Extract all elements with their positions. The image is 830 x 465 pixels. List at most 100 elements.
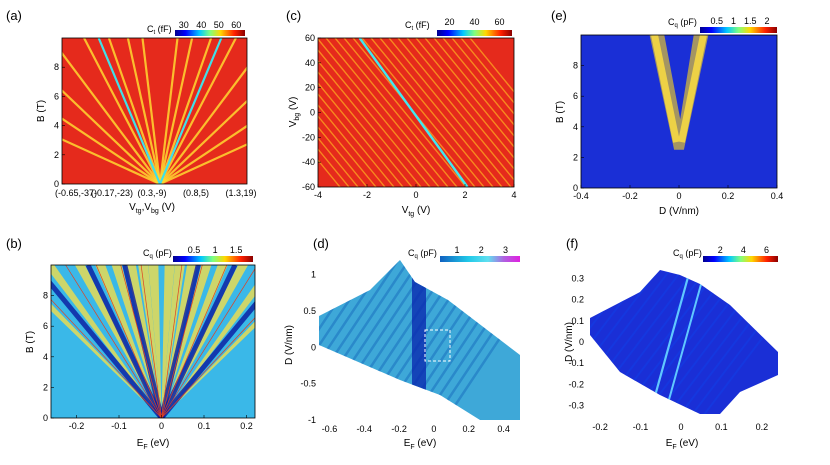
- panel-c-fringe: [318, 104, 386, 187]
- panel-d-ytick-label: 0.5: [303, 306, 316, 316]
- svg-text:Cq (pF): Cq (pF): [673, 248, 702, 260]
- panel-c-fringe: [460, 38, 514, 104]
- panel-c-fringe: [451, 38, 514, 115]
- panel-f-ytick-label: 0.2: [571, 295, 584, 305]
- panel-d-fringe: [319, 260, 400, 420]
- panel-f-xtick-label: 0: [678, 422, 683, 432]
- panel-b-guide-line: [161, 265, 183, 418]
- panel-e-colorbar-tick: 2: [764, 16, 769, 26]
- panel-e-colorbar: Cq (pF) 0.5 1 1.5 2: [668, 16, 777, 33]
- panel-c-colorbar-tick: 40: [469, 17, 479, 27]
- panel-d-fringe: [319, 260, 411, 420]
- panel-e-ytick-label: 0: [573, 183, 578, 193]
- panel-a-ytick-label: 4: [54, 121, 59, 131]
- panel-f-fringe: [590, 270, 665, 414]
- panel-a-xtick-label: (-0.65,-37): [55, 188, 97, 198]
- panel-b-fringe: [161, 265, 212, 418]
- panel-e-v-shape: [649, 35, 709, 150]
- panel-c-ytick-label: -40: [302, 157, 315, 167]
- panel-c-fringe: [318, 60, 422, 187]
- panel-e-colorbar-tick: 0.5: [710, 16, 723, 26]
- panel-b-guide-line: [161, 317, 255, 418]
- panel-b-ytick-label: 6: [43, 321, 48, 331]
- panel-f-xtick-label: 0.1: [715, 422, 728, 432]
- panel-a-xtick-label: (-0.17,-23): [91, 188, 133, 198]
- panel-c-fringe: [318, 93, 395, 187]
- panel-a-fringe: [158, 38, 213, 184]
- panel-d-ytick-label: -0.5: [300, 379, 316, 389]
- panel-a-fringe: [62, 117, 161, 184]
- panel-c-fringe: [325, 38, 449, 187]
- panel-d-colorbar-tick: 2: [479, 245, 484, 255]
- panel-d-label: (d): [313, 236, 329, 251]
- panel-a-label: (a): [6, 8, 22, 23]
- panel-d-ytick-label: -1: [308, 415, 316, 425]
- panel-a-xtick-label: (0.8,5): [183, 188, 209, 198]
- panel-d-xtick-label: 0.2: [463, 424, 476, 434]
- panel-c-xtick-label: 4: [511, 190, 516, 200]
- panel-c-fringe: [318, 159, 341, 187]
- panel-b-fringe: [161, 284, 255, 418]
- panel-b-guide-line: [65, 265, 162, 418]
- panel-d-ticks: 1 0.5 0 -0.5 -1 -0.6 -0.4 -0.2 0 0.2 0.4: [300, 270, 509, 434]
- panel-c-fringes: [318, 38, 514, 187]
- panel-b-fringes: [51, 265, 255, 418]
- panel-b-fringe: [161, 265, 185, 418]
- panel-e-ylabel: B (T): [555, 101, 566, 123]
- panel-e-ytick-label: 2: [573, 152, 578, 162]
- panel-d-xlabel: EF (eV): [404, 438, 437, 451]
- panel-b-fringe: [148, 265, 162, 418]
- panel-c-colorbar-tick: 60: [494, 17, 504, 27]
- panel-f-xtick-label: -0.1: [633, 422, 649, 432]
- panel-d-zoom-box: [424, 329, 451, 362]
- panel-c-xlabel: Vtg (V): [402, 205, 431, 218]
- panel-c-fringe: [343, 38, 467, 187]
- panel-b-ytick-label: 0: [43, 413, 48, 423]
- svg-text:Cq (pF): Cq (pF): [143, 248, 172, 260]
- panel-b-colorbar-tick: 0.5: [188, 245, 201, 255]
- panel-a: (a) 0 2 4 6 8 (-0.65,-37)(-0.17,-23) (0.3,-9) (…: [6, 8, 257, 215]
- panel-a-colorbar: Ct (fF) 30 40 50 60: [147, 20, 245, 36]
- panel-c-ytick-label: 0: [310, 108, 315, 118]
- panel-a-colorbar-tick: 30: [179, 20, 189, 30]
- panel-a-ticks: 0 2 4 6 8 (-0.65,-37)(-0.17,-23) (0.3,-9) (0.8,…: [54, 62, 257, 198]
- panel-c-fringe: [370, 38, 494, 187]
- panel-b-xtick-label: 0.2: [240, 421, 253, 431]
- panel-b-dark-band: [159, 265, 238, 418]
- panel-b-guide-line: [95, 265, 162, 418]
- panel-b-fringe: [51, 303, 162, 418]
- panel-c-fringe: [318, 137, 359, 187]
- panel-f-fringe: [664, 270, 706, 414]
- panel-b-guide-line: [161, 265, 228, 418]
- panel-a-colorbar-tick: 60: [231, 20, 241, 30]
- panel-e-colorbar-tick: 1: [731, 16, 736, 26]
- panel-d-xtick-label: -0.6: [322, 424, 338, 434]
- panel-b-guide-line: [161, 268, 255, 418]
- panel-a-fringe: [97, 38, 162, 184]
- panel-b-fringe: [51, 265, 162, 418]
- panel-b-ticks: 0 2 4 6 8 -0.2 -0.1 0 0.1 0.2: [43, 291, 253, 431]
- panel-b-colorbar-tick: 1: [213, 245, 218, 255]
- panel-b-fringe: [161, 265, 249, 418]
- panel-b-dark-band: [159, 265, 201, 418]
- panel-b-guide-line: [140, 265, 162, 418]
- panel-c-colorbar: Ct (fF) 20 40 60: [405, 17, 512, 36]
- panel-c-fringe: [334, 38, 458, 187]
- panel-f-label: (f): [566, 236, 578, 251]
- panel-f-xtick-label: -0.2: [592, 422, 608, 432]
- panel-b-dark-band: [122, 265, 164, 418]
- panel-e-xtick-label: 0.2: [722, 191, 735, 201]
- panel-b-frame: [50, 264, 256, 419]
- panel-b-ytick-label: 4: [43, 352, 48, 362]
- panel-a-fringe: [62, 51, 161, 184]
- panel-a-colorbar-tick: 50: [214, 20, 224, 30]
- panel-c-ytick-label: 20: [305, 83, 315, 93]
- panel-a-ytick-label: 0: [54, 179, 59, 189]
- panel-b-xtick-label: 0: [159, 421, 164, 431]
- panel-c-fringe: [379, 38, 503, 187]
- panel-f-ticks: 0.3 0.2 0.1 0 -0.1 -0.2 -0.3 -0.2 -0.1 0 0.1 0.2: [568, 274, 768, 432]
- panel-d-xtick-label: -0.4: [357, 424, 373, 434]
- panel-a-fringe: [141, 38, 162, 184]
- panel-c-fringe: [388, 38, 512, 187]
